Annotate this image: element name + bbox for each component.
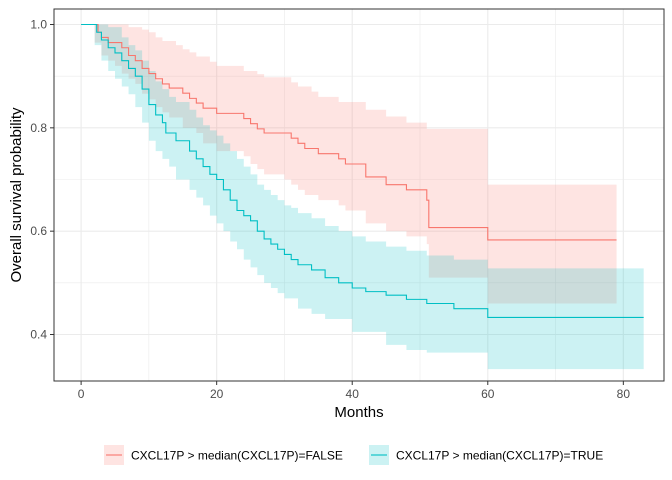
- x-tick-label: 60: [481, 387, 495, 401]
- y-tick-label: 0.6: [30, 224, 47, 238]
- legend-item-true: CXCL17P > median(CXCL17P)=TRUE: [369, 445, 603, 465]
- grid-layer: [54, 9, 664, 381]
- y-tick-label: 0.8: [30, 121, 47, 135]
- x-tick-label: 40: [346, 387, 360, 401]
- x-axis-title: Months: [334, 404, 383, 421]
- legend: CXCL17P > median(CXCL17P)=FALSE CXCL17P >…: [104, 445, 603, 465]
- legend-label-false: CXCL17P > median(CXCL17P)=FALSE: [131, 449, 343, 463]
- legend-label-true: CXCL17P > median(CXCL17P)=TRUE: [396, 449, 603, 463]
- y-tick-label: 1.0: [30, 18, 47, 32]
- x-tick-label: 0: [78, 387, 85, 401]
- legend-item-false: CXCL17P > median(CXCL17P)=FALSE: [104, 445, 343, 465]
- confidence-band-true: [81, 24, 644, 370]
- x-tick-label: 20: [210, 387, 224, 401]
- y-tick-label: 0.4: [30, 328, 47, 342]
- survival-curve-false: [81, 23, 617, 241]
- tick-layer: 0 20 40 60 80 0.4 0.6 0.8 1.0: [30, 18, 630, 402]
- survival-curve-true: [81, 23, 644, 318]
- survival-line-layer: [81, 23, 644, 318]
- panel-border: [53, 8, 665, 382]
- y-axis-title: Overall survival probability: [8, 107, 25, 283]
- x-tick-label: 80: [617, 387, 631, 401]
